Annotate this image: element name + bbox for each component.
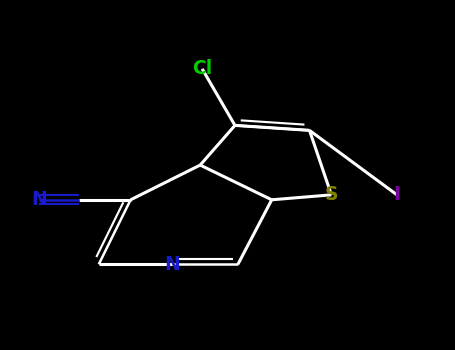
Text: S: S [324,186,338,204]
Text: Cl: Cl [192,60,212,78]
Text: I: I [394,186,400,204]
Text: N: N [164,255,180,274]
Text: N: N [31,190,47,209]
